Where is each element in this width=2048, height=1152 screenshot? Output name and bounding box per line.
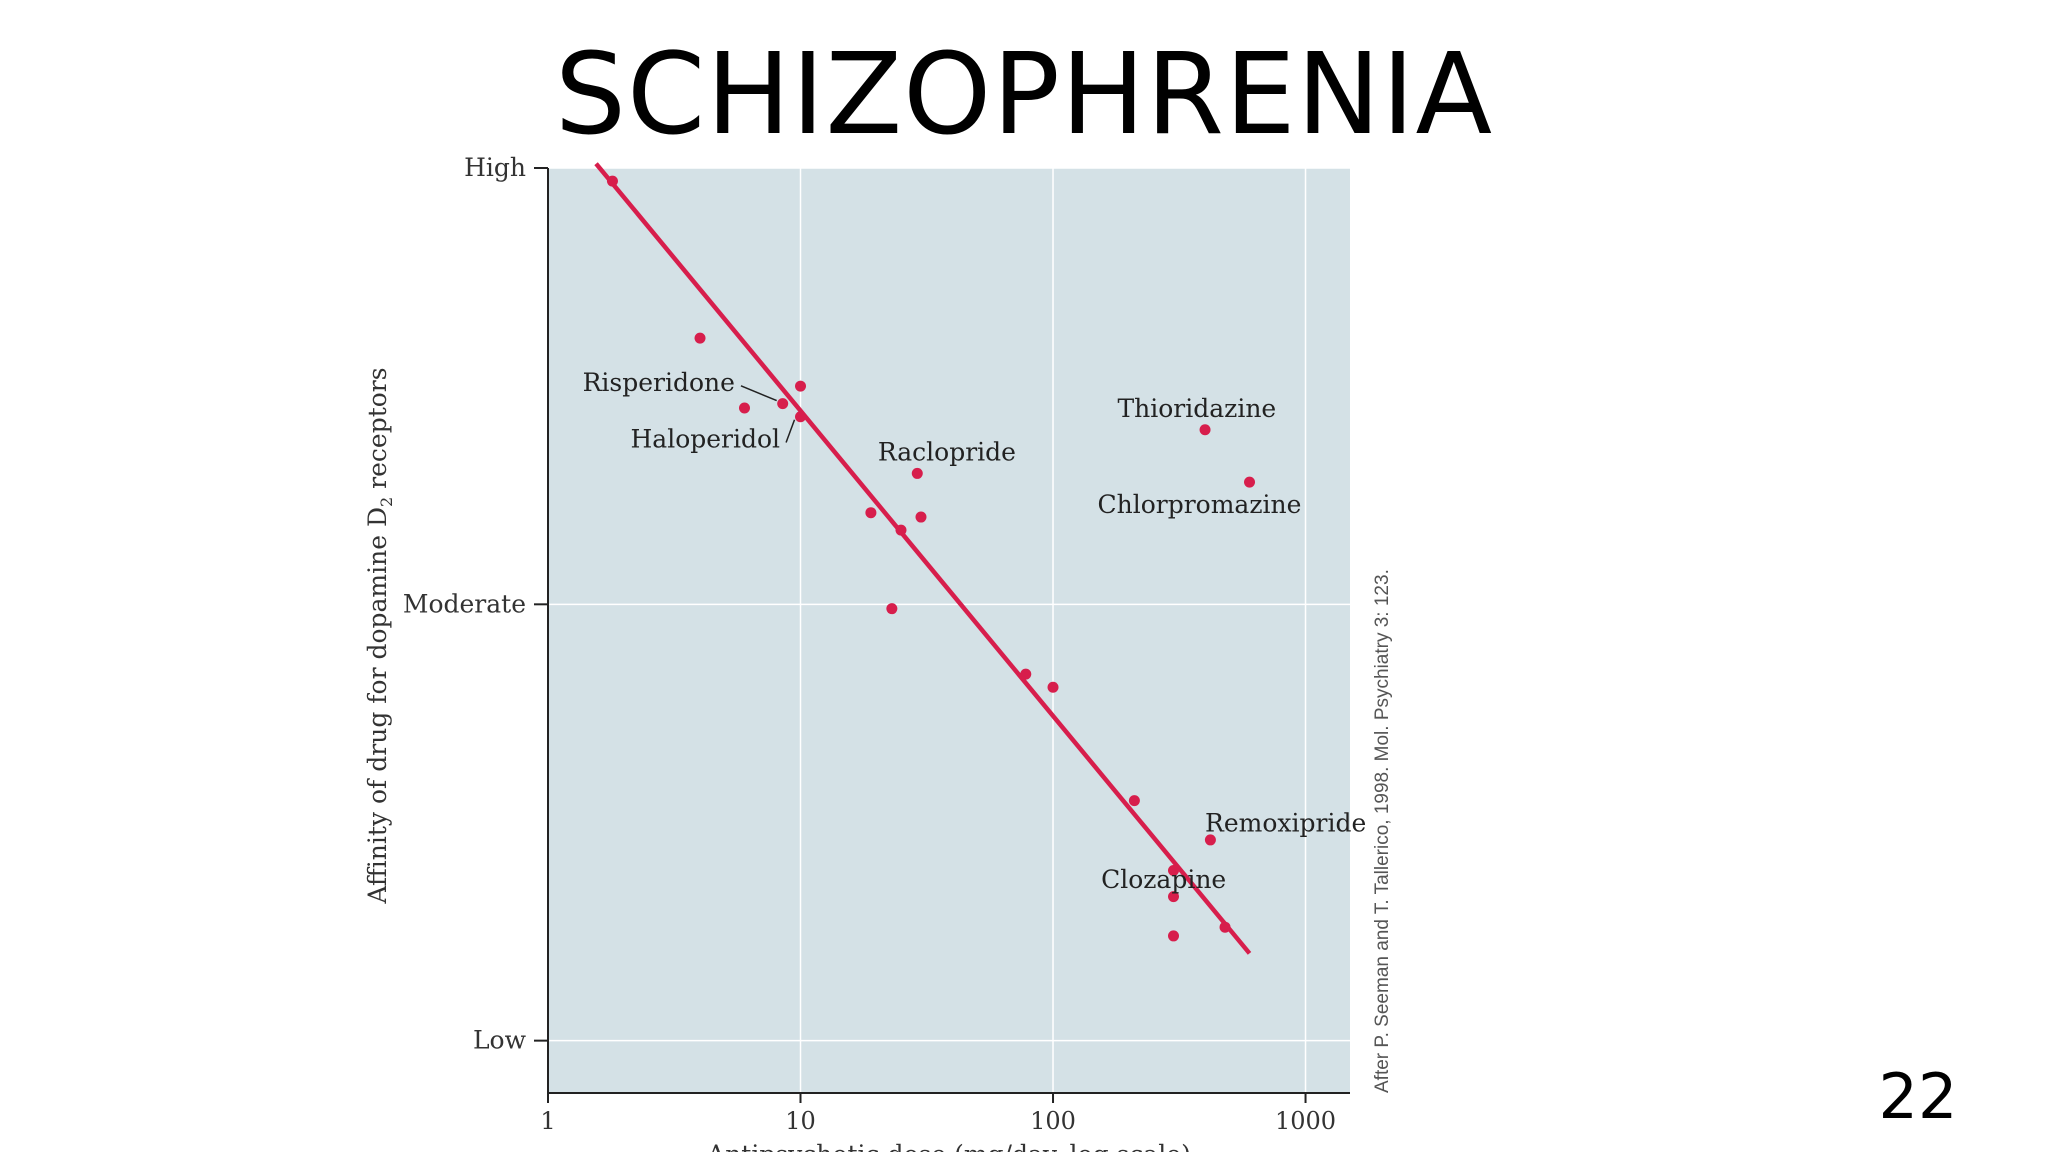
slide-title: SCHIZOPHRENIA	[554, 30, 1494, 160]
data-point	[694, 332, 706, 344]
annotation-label: Haloperidol	[631, 425, 781, 454]
y-tick-label: Low	[473, 1026, 527, 1055]
x-tick-label: 1	[540, 1107, 555, 1135]
annotation-label: Risperidone	[583, 368, 735, 397]
data-point	[915, 511, 927, 523]
data-point	[886, 603, 898, 615]
plot-background	[548, 168, 1350, 1093]
data-point	[1168, 864, 1180, 876]
data-point	[1219, 921, 1231, 933]
gridlines	[548, 167, 1350, 1093]
annotation-label: Thioridazine	[1117, 394, 1276, 423]
source-citation: After P. Seeman and T. Tallerico, 1998. …	[1372, 569, 1393, 1093]
annotation-leader-line	[785, 419, 796, 443]
annotation-label: Remoxipride	[1205, 808, 1366, 837]
data-points	[606, 175, 1256, 942]
regression-line	[594, 162, 1252, 955]
y-tick-label: Moderate	[403, 589, 526, 618]
y-tick-label: High	[464, 153, 526, 182]
drug-annotations: Risperidone Haloperidol Raclopride Thiorida…	[583, 368, 1367, 894]
data-point	[1128, 795, 1140, 807]
data-point	[911, 467, 923, 479]
data-point	[1047, 681, 1059, 693]
regression-line-group	[594, 162, 1252, 955]
data-point	[1020, 668, 1032, 680]
annotation-leader-line	[740, 385, 777, 402]
y-axis-label: Affinity of drug for dopamine D2 recepto…	[363, 367, 396, 904]
data-point	[795, 411, 807, 423]
annotation-label: Raclopride	[878, 438, 1016, 467]
x-tick-label: 100	[1030, 1107, 1076, 1135]
axis-labels: Antipsychotic dose (mg/day, log scale) Af…	[363, 367, 1393, 1152]
data-point	[1199, 424, 1211, 436]
data-point	[795, 380, 807, 392]
x-tick-label: 10	[785, 1107, 816, 1135]
data-point	[1168, 891, 1180, 903]
data-point	[738, 402, 750, 414]
data-point	[777, 398, 789, 410]
x-tick-label: 1000	[1275, 1107, 1336, 1135]
data-point	[1168, 930, 1180, 942]
data-point	[606, 175, 618, 187]
data-point	[865, 507, 877, 519]
annotation-label: Chlorpromazine	[1097, 490, 1301, 519]
slide-number: 22	[1878, 1060, 1958, 1133]
x-axis-label: Antipsychotic dose (mg/day, log scale)	[706, 1140, 1191, 1152]
data-point	[1244, 476, 1256, 488]
data-point	[1204, 834, 1216, 846]
annotation-label: Clozapine	[1101, 865, 1226, 894]
data-point	[895, 524, 907, 536]
axes: Low Moderate High 1 10 100 1000	[403, 153, 1350, 1135]
